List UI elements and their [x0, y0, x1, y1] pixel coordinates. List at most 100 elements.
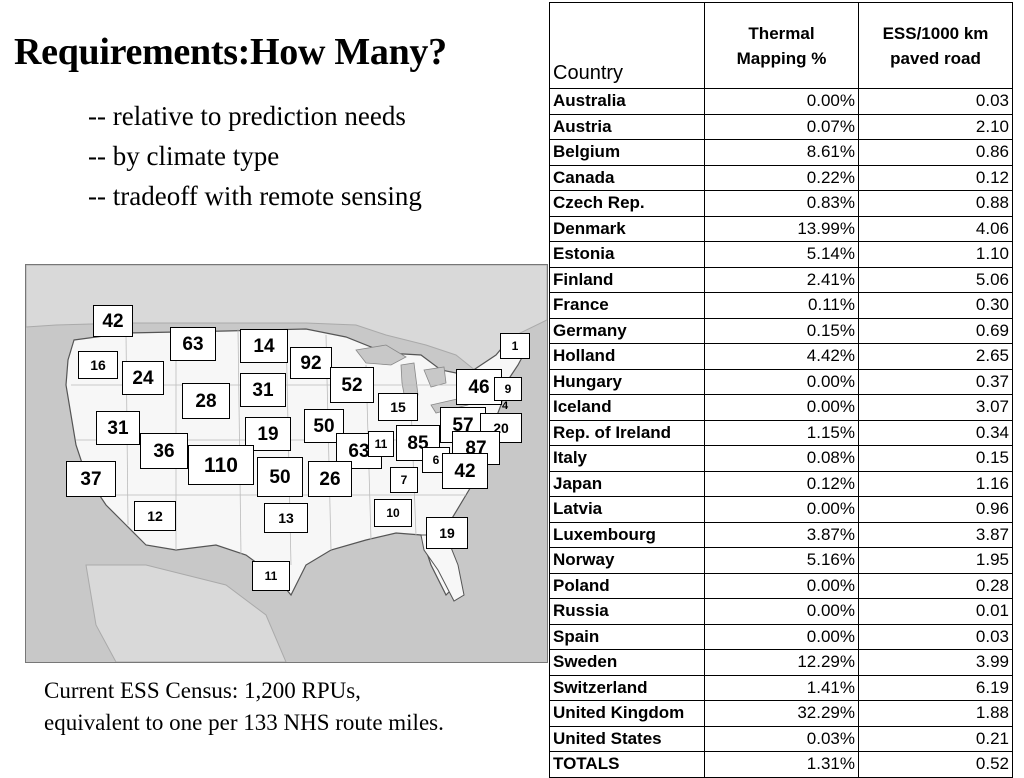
cell-ess: 3.99: [858, 649, 1013, 676]
cell-thermal: 32.29%: [704, 700, 859, 727]
cell-ess: 3.87: [858, 521, 1013, 548]
cell-country: Russia: [549, 598, 705, 625]
cell-country: Holland: [549, 343, 705, 370]
census-line: Current ESS Census: 1,200 RPUs,: [44, 678, 361, 703]
cell-ess: 0.03: [858, 88, 1013, 115]
us-ess-map: 42 63 14 16 24 92 28 31 52 46 9 1 15 4 3…: [25, 264, 548, 663]
table-row: Sweden 12.29% 3.99: [549, 649, 1013, 676]
header-ess-line: paved road: [890, 48, 981, 68]
table-row: United States 0.03% 0.21: [549, 725, 1013, 752]
cell-country: Italy: [549, 445, 705, 472]
map-label: 85: [396, 425, 440, 461]
cell-thermal: 0.07%: [704, 113, 859, 140]
table-row: Switzerland 1.41% 6.19: [549, 674, 1013, 701]
table-row: Austria 0.07% 2.10: [549, 113, 1013, 140]
cell-thermal: 0.22%: [704, 164, 859, 191]
cell-country: Luxembourg: [549, 521, 705, 548]
map-label: 4: [501, 399, 509, 412]
table-row: Hungary 0.00% 0.37: [549, 368, 1013, 395]
cell-country: Czech Rep.: [549, 190, 705, 217]
cell-thermal: 2.41%: [704, 266, 859, 293]
cell-country: Germany: [549, 317, 705, 344]
cell-ess: 0.37: [858, 368, 1013, 395]
cell-ess: 0.12: [858, 164, 1013, 191]
table-row: Canada 0.22% 0.12: [549, 164, 1013, 191]
table-row: France 0.11% 0.30: [549, 292, 1013, 319]
map-label: 14: [240, 329, 288, 363]
table-row: Poland 0.00% 0.28: [549, 572, 1013, 599]
cell-thermal: 0.00%: [704, 88, 859, 115]
table-row: Germany 0.15% 0.69: [549, 317, 1013, 344]
cell-thermal: 8.61%: [704, 139, 859, 166]
map-label: 24: [122, 361, 164, 395]
cell-ess: 0.86: [858, 139, 1013, 166]
map-label: 36: [140, 433, 188, 469]
map-label: 28: [182, 383, 230, 419]
map-label: 9: [494, 377, 522, 401]
table-row: Japan 0.12% 1.16: [549, 470, 1013, 497]
cell-country: Belgium: [549, 139, 705, 166]
cell-thermal: 1.15%: [704, 419, 859, 446]
table-row: Finland 2.41% 5.06: [549, 266, 1013, 293]
map-label: 50: [257, 457, 303, 497]
map-label: 19: [245, 417, 291, 451]
table-row: Iceland 0.00% 3.07: [549, 394, 1013, 421]
cell-ess: 0.88: [858, 190, 1013, 217]
header-thermal: Thermal Mapping %: [704, 2, 859, 89]
table-row: Belgium 8.61% 0.86: [549, 139, 1013, 166]
cell-thermal: 1.31%: [704, 751, 859, 778]
table-row: TOTALS 1.31% 0.52: [549, 751, 1013, 778]
cell-thermal: 0.00%: [704, 368, 859, 395]
table-row: Rep. of Ireland 1.15% 0.34: [549, 419, 1013, 446]
table-row: Spain 0.00% 0.03: [549, 623, 1013, 650]
census-line: equivalent to one per 133 NHS route mile…: [44, 710, 444, 735]
map-label: 13: [264, 503, 308, 533]
cell-thermal: 0.00%: [704, 496, 859, 523]
map-label: 42: [442, 453, 488, 489]
cell-ess: 2.65: [858, 343, 1013, 370]
cell-ess: 3.07: [858, 394, 1013, 421]
cell-thermal: 5.14%: [704, 241, 859, 268]
cell-country: Estonia: [549, 241, 705, 268]
census-caption: Current ESS Census: 1,200 RPUs, equivale…: [44, 675, 444, 739]
cell-thermal: 0.08%: [704, 445, 859, 472]
cell-country: Sweden: [549, 649, 705, 676]
bullet-list: -- relative to prediction needs -- by cl…: [88, 96, 422, 216]
cell-ess: 0.28: [858, 572, 1013, 599]
cell-thermal: 4.42%: [704, 343, 859, 370]
cell-ess: 0.15: [858, 445, 1013, 472]
cell-ess: 4.06: [858, 215, 1013, 242]
header-ess-line: ESS/1000 km: [882, 23, 989, 43]
map-label: 52: [330, 367, 374, 403]
cell-thermal: 0.00%: [704, 572, 859, 599]
map-label: 16: [78, 351, 118, 379]
cell-thermal: 1.41%: [704, 674, 859, 701]
table-row: Russia 0.00% 0.01: [549, 598, 1013, 625]
cell-ess: 0.52: [858, 751, 1013, 778]
cell-country: Spain: [549, 623, 705, 650]
map-label: 42: [93, 305, 133, 337]
cell-ess: 0.69: [858, 317, 1013, 344]
cell-country: Latvia: [549, 496, 705, 523]
map-label: 63: [170, 327, 216, 361]
cell-thermal: 5.16%: [704, 547, 859, 574]
cell-country: Hungary: [549, 368, 705, 395]
cell-thermal: 3.87%: [704, 521, 859, 548]
cell-ess: 1.88: [858, 700, 1013, 727]
cell-thermal: 0.15%: [704, 317, 859, 344]
header-thermal-line: Thermal: [748, 23, 815, 43]
cell-country: Rep. of Ireland: [549, 419, 705, 446]
slide-title: Requirements:How Many?: [14, 31, 447, 73]
map-label: 12: [134, 501, 176, 531]
cell-thermal: 0.00%: [704, 394, 859, 421]
map-label: 1: [500, 333, 530, 359]
table-header-row: Country Thermal Mapping % ESS/1000 km pave…: [549, 2, 1013, 89]
cell-thermal: 0.00%: [704, 598, 859, 625]
table-row: Denmark 13.99% 4.06: [549, 215, 1013, 242]
cell-thermal: 0.11%: [704, 292, 859, 319]
map-label: 7: [390, 467, 418, 493]
cell-country: United States: [549, 725, 705, 752]
map-label: 31: [240, 373, 286, 407]
cell-country: Australia: [549, 88, 705, 115]
ess-country-table: Country Thermal Mapping % ESS/1000 km pave…: [549, 2, 1013, 778]
